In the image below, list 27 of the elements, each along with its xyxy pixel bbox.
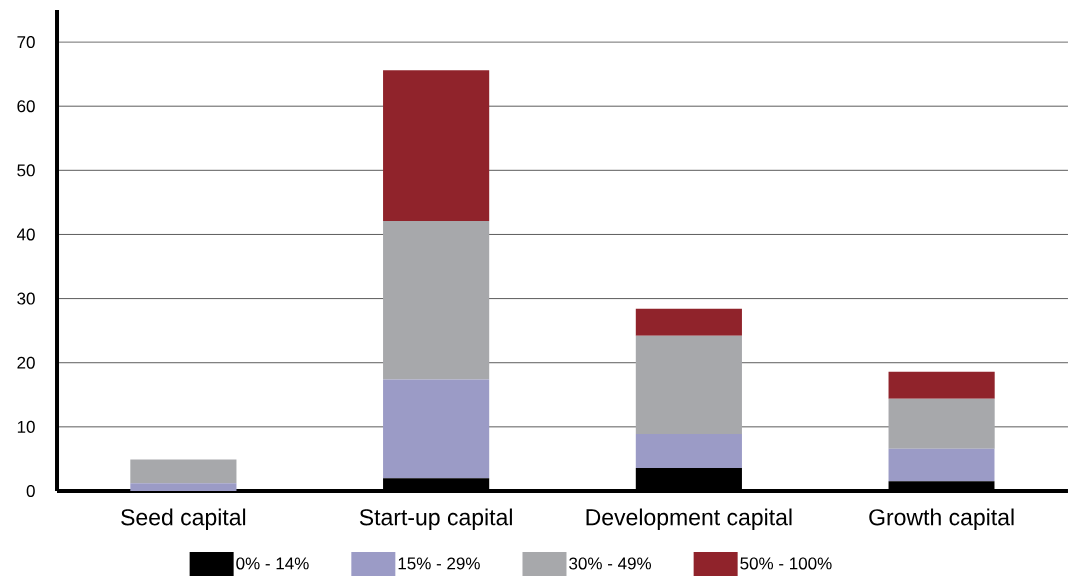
y-tick-label: 70: [17, 36, 35, 49]
y-tick-label: 60: [17, 100, 35, 113]
bar: [130, 483, 237, 491]
bar: [888, 398, 995, 449]
y-tick-label: 50: [17, 164, 35, 177]
legend-label: 50% - 100%: [740, 557, 832, 570]
y-tick-label: 30: [17, 292, 35, 305]
legend-label: 0% - 14%: [236, 557, 309, 570]
bar: [383, 379, 490, 479]
bar: [888, 371, 995, 399]
x-tick-label: Start-up capital: [359, 508, 512, 530]
bar: [383, 70, 490, 221]
x-tick-label: Seed capital: [121, 508, 246, 530]
y-tick-label: 20: [17, 356, 35, 369]
y-tick-label: 40: [16, 228, 35, 241]
x-tick-label: Development capital: [586, 508, 792, 530]
bar: [635, 335, 742, 434]
y-tick-label: 0: [26, 484, 35, 498]
bar: [635, 308, 742, 336]
bar: [635, 433, 742, 468]
bar: [130, 459, 237, 484]
legend-label: 30% - 49%: [569, 557, 652, 570]
bar: [383, 220, 490, 380]
x-tick-label: Growth capital: [869, 508, 1014, 530]
y-tick-label: 10: [17, 420, 35, 433]
bar: [888, 448, 995, 482]
legend-label: 15% - 29%: [398, 557, 480, 570]
